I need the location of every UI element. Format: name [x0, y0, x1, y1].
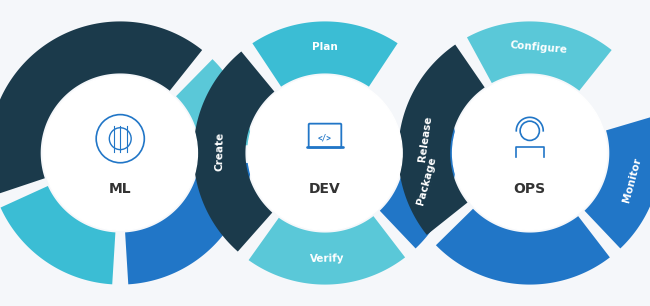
Text: Package: Package: [416, 155, 438, 206]
Polygon shape: [380, 116, 456, 248]
Circle shape: [452, 76, 607, 230]
Polygon shape: [0, 21, 202, 195]
Polygon shape: [125, 159, 252, 284]
Text: OPS: OPS: [514, 182, 546, 196]
Text: Create: Create: [214, 132, 225, 171]
Polygon shape: [467, 21, 612, 91]
Polygon shape: [194, 51, 274, 252]
Circle shape: [43, 76, 198, 230]
Polygon shape: [248, 216, 405, 285]
Text: Release: Release: [417, 115, 434, 162]
Polygon shape: [584, 116, 650, 248]
Polygon shape: [436, 209, 610, 285]
Polygon shape: [252, 21, 398, 87]
Text: DEV: DEV: [309, 182, 341, 196]
Text: Plan: Plan: [312, 43, 338, 52]
Polygon shape: [398, 45, 485, 235]
Text: ML: ML: [109, 182, 131, 196]
Text: Verify: Verify: [309, 253, 344, 264]
Polygon shape: [176, 59, 252, 148]
Text: Monitor: Monitor: [621, 157, 642, 204]
Text: </>: </>: [318, 134, 332, 143]
Text: Configure: Configure: [510, 40, 568, 55]
Polygon shape: [1, 186, 116, 284]
Circle shape: [248, 76, 402, 230]
